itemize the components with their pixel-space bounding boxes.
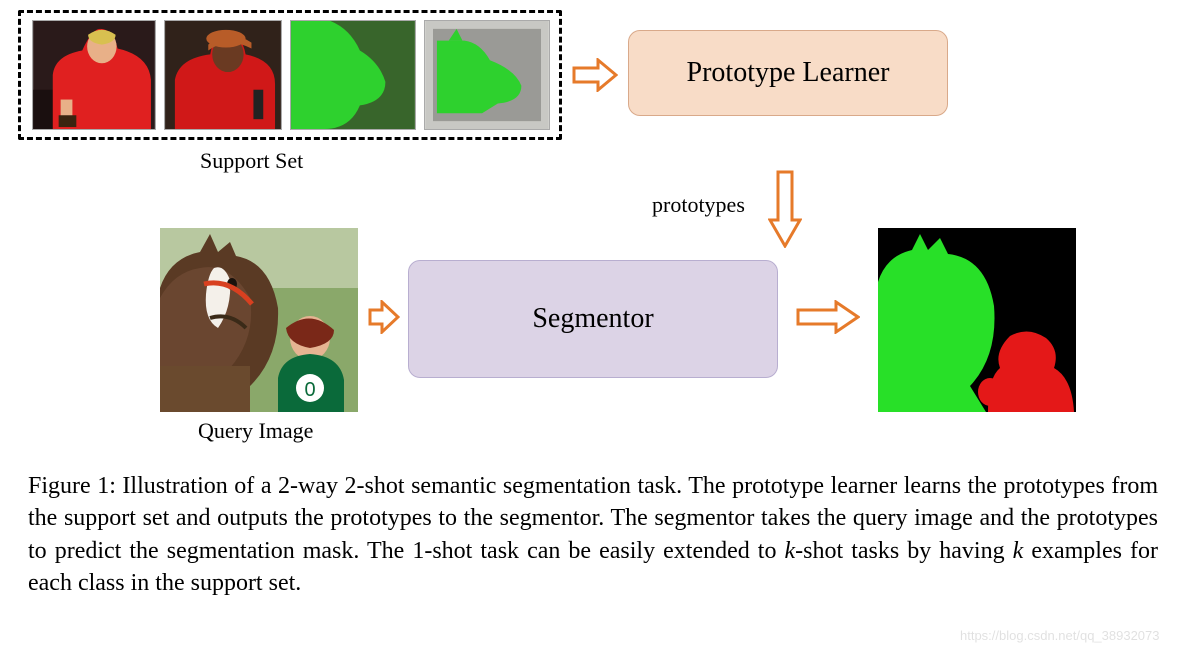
- arrow-segmentor-to-output: [796, 300, 860, 334]
- support-thumb-person-1: [32, 20, 156, 130]
- caption-k-2: k: [1013, 538, 1024, 564]
- segmentor-label: Segmentor: [532, 303, 653, 335]
- figure-caption: Figure 1: Illustration of a 2-way 2-shot…: [28, 470, 1158, 600]
- arrow-query-to-segmentor: [368, 300, 400, 334]
- thumb-svg: [425, 21, 549, 129]
- caption-body-2: -shot tasks by having: [795, 538, 1012, 564]
- query-image: 0: [160, 228, 358, 412]
- prototypes-label: prototypes: [652, 192, 745, 218]
- support-thumb-person-2: [164, 20, 282, 130]
- watermark-text: https://blog.csdn.net/qq_38932073: [960, 628, 1160, 643]
- support-thumb-horse-2: [424, 20, 550, 130]
- segmentation-output: [878, 228, 1076, 412]
- arrow-support-to-prototype: [572, 58, 618, 92]
- arrow-prototype-to-segmentor: [768, 170, 802, 248]
- support-thumb-horse-1: [290, 20, 416, 130]
- svg-text:0: 0: [304, 379, 315, 401]
- caption-k-1: k: [785, 538, 796, 564]
- prototype-learner-label: Prototype Learner: [687, 57, 890, 89]
- thumb-svg: [291, 21, 415, 129]
- prototype-learner-box: Prototype Learner: [628, 30, 948, 116]
- figure-canvas: Support Set Prototype Learner prototypes: [0, 0, 1187, 648]
- thumb-svg: [33, 21, 155, 129]
- thumb-svg: [165, 21, 281, 129]
- query-image-label: Query Image: [198, 418, 313, 444]
- segmentor-box: Segmentor: [408, 260, 778, 378]
- caption-prefix: Figure 1:: [28, 473, 122, 499]
- support-set-label: Support Set: [200, 148, 303, 174]
